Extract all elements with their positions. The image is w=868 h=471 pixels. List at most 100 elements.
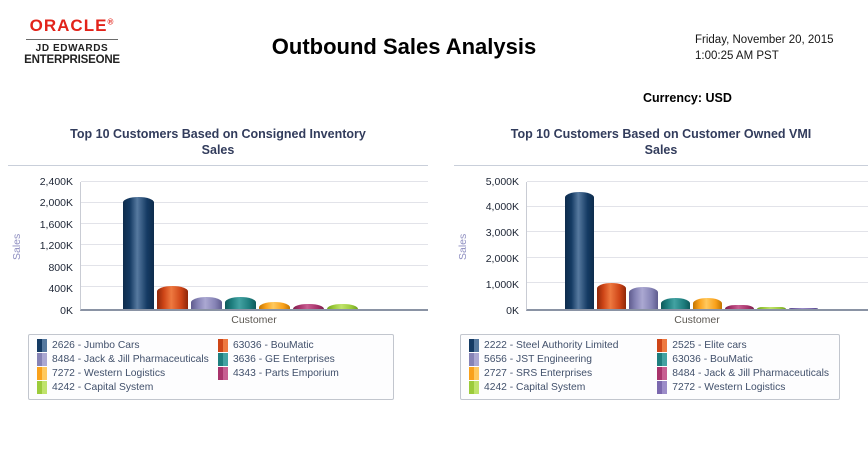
chart-consigned-inventory-sales: Top 10 Customers Based on Consigned Inve… xyxy=(8,120,428,400)
legend-label: 8484 - Jack & Jill Pharmaceuticals xyxy=(52,353,209,365)
y-tick-label: 0K xyxy=(60,304,73,317)
legend-label: 4242 - Capital System xyxy=(52,381,154,393)
currency-value: USD xyxy=(705,91,732,105)
chart-title: Top 10 Customers Based on Customer Owned… xyxy=(454,120,868,166)
registered-mark: ® xyxy=(107,17,115,27)
legend-swatch xyxy=(217,353,228,366)
oracle-jde-logo: ORACLE® JD EDWARDS ENTERPRISEONE xyxy=(24,16,120,66)
legend-label: 2222 - Steel Authority Limited xyxy=(484,339,619,351)
bar xyxy=(725,304,754,309)
legend-item: 2727 - SRS Enterprises xyxy=(469,367,657,381)
logo-jd-edwards: JD EDWARDS xyxy=(35,42,109,54)
legend: 2222 - Steel Authority Limited 2525 - Eli… xyxy=(460,333,840,400)
legend: 2626 - Jumbo Cars 63036 - BouMatic 8484 - … xyxy=(28,333,394,400)
bar xyxy=(757,306,786,309)
legend-swatch xyxy=(37,381,47,394)
legend-swatch xyxy=(657,353,668,366)
bar-series xyxy=(527,182,868,309)
legend-swatch xyxy=(37,339,47,352)
plot-area xyxy=(526,180,868,311)
legend-swatch xyxy=(657,367,668,380)
legend-item: 8484 - Jack & Jill Pharmaceuticals xyxy=(37,353,218,367)
legend-label: 3636 - GE Enterprises xyxy=(232,353,335,365)
legend-item: 8484 - Jack & Jill Pharmaceuticals xyxy=(657,367,831,381)
legend-label: 2525 - Elite cars xyxy=(672,339,747,351)
page-title: Outbound Sales Analysis xyxy=(271,34,537,59)
gridline xyxy=(81,201,428,203)
legend-label: 5656 - JST Engineering xyxy=(484,353,592,365)
legend-item: 7272 - Western Logistics xyxy=(657,381,831,395)
legend-item: 4242 - Capital System xyxy=(37,381,218,395)
logo-enterpriseone: ENTERPRISEONE xyxy=(24,53,120,66)
gridline xyxy=(527,256,868,258)
y-tick-label: 1,600K xyxy=(39,218,73,231)
legend-swatch xyxy=(657,339,668,352)
chart-title: Top 10 Customers Based on Consigned Inve… xyxy=(8,120,428,166)
currency-label: Currency: xyxy=(643,91,703,105)
gridline xyxy=(81,222,428,224)
legend-item: 3636 - GE Enterprises xyxy=(217,353,385,367)
legend-item: 63036 - BouMatic xyxy=(217,339,385,353)
bar xyxy=(293,303,324,309)
gridline xyxy=(527,180,868,182)
legend-item: 7272 - Western Logistics xyxy=(37,367,218,381)
legend-item: 5656 - JST Engineering xyxy=(469,353,657,367)
legend-swatch xyxy=(469,339,479,352)
legend-swatch xyxy=(37,367,47,380)
y-tick-label: 4,000K xyxy=(485,201,519,214)
report-datetime: Friday, November 20, 2015 1:00:25 AM PST xyxy=(695,32,834,64)
legend-item: 4242 - Capital System xyxy=(469,381,657,395)
bar xyxy=(191,297,222,309)
y-tick-label: 5,000K xyxy=(485,175,519,188)
y-tick-label: 2,400K xyxy=(39,175,73,188)
report-date: Friday, November 20, 2015 xyxy=(695,34,834,46)
oracle-wordmark: ORACLE® xyxy=(29,16,115,35)
report-time: 1:00:25 AM PST xyxy=(695,50,779,63)
charts-container: Top 10 Customers Based on Consigned Inve… xyxy=(8,120,868,400)
legend-swatch xyxy=(469,353,479,366)
legend-swatch xyxy=(217,367,228,380)
legend-label: 7272 - Western Logistics xyxy=(672,381,786,393)
y-tick-label: 0K xyxy=(506,304,519,317)
y-tick-label: 800K xyxy=(48,261,73,274)
gridline xyxy=(81,286,428,288)
x-axis-title: Customer xyxy=(674,313,720,326)
bar xyxy=(693,297,722,309)
x-axis-title: Customer xyxy=(231,313,277,326)
y-tick-label: 2,000K xyxy=(39,197,73,209)
gridline xyxy=(81,244,428,245)
bar xyxy=(259,301,290,309)
legend-label: 63036 - BouMatic xyxy=(232,339,314,351)
legend-label: 2727 - SRS Enterprises xyxy=(484,367,593,379)
currency-line: Currency: USD xyxy=(643,91,732,105)
chart-title-line2: Sales xyxy=(201,143,235,158)
chart-customer-owned-vmi-sales: Top 10 Customers Based on Customer Owned… xyxy=(454,120,868,400)
bar xyxy=(327,304,358,309)
chart-title-line1: Top 10 Customers Based on Consigned Inve… xyxy=(70,127,366,141)
gridline xyxy=(527,205,868,207)
bar xyxy=(225,297,256,309)
legend-label: 7272 - Western Logistics xyxy=(52,367,166,379)
gridline xyxy=(81,265,428,267)
legend-item: 2626 - Jumbo Cars xyxy=(37,339,218,353)
legend-label: 63036 - BouMatic xyxy=(672,353,753,365)
logo-divider xyxy=(26,38,118,40)
y-axis-ticks: 0K 1,000K 2,000K 3,000K 4,000K 5,000K xyxy=(472,176,526,317)
legend-label: 8484 - Jack & Jill Pharmaceuticals xyxy=(672,367,830,379)
legend-swatch xyxy=(469,367,479,380)
y-tick-label: 1,000K xyxy=(485,278,519,291)
bar xyxy=(565,191,594,309)
y-axis-title: Sales xyxy=(11,232,23,260)
legend-item: 2525 - Elite cars xyxy=(657,339,831,353)
legend-label: 4242 - Capital System xyxy=(484,381,586,393)
legend-item: 2222 - Steel Authority Limited xyxy=(469,339,657,353)
plot-area xyxy=(80,180,428,311)
legend-swatch xyxy=(469,381,479,394)
y-axis-title: Sales xyxy=(457,232,469,260)
y-axis-ticks: 0K 400K 800K 1,200K 1,600K 2,000K 2,400K xyxy=(26,176,80,317)
y-tick-label: 3,000K xyxy=(485,227,519,240)
gridline xyxy=(81,180,428,182)
bar xyxy=(123,197,154,309)
chart-title-line1: Top 10 Customers Based on Customer Owned… xyxy=(510,127,812,141)
chart-plot-row: Sales 0K 400K 800K 1,200K 1,600K 2,000K 2,400K xyxy=(8,176,428,317)
